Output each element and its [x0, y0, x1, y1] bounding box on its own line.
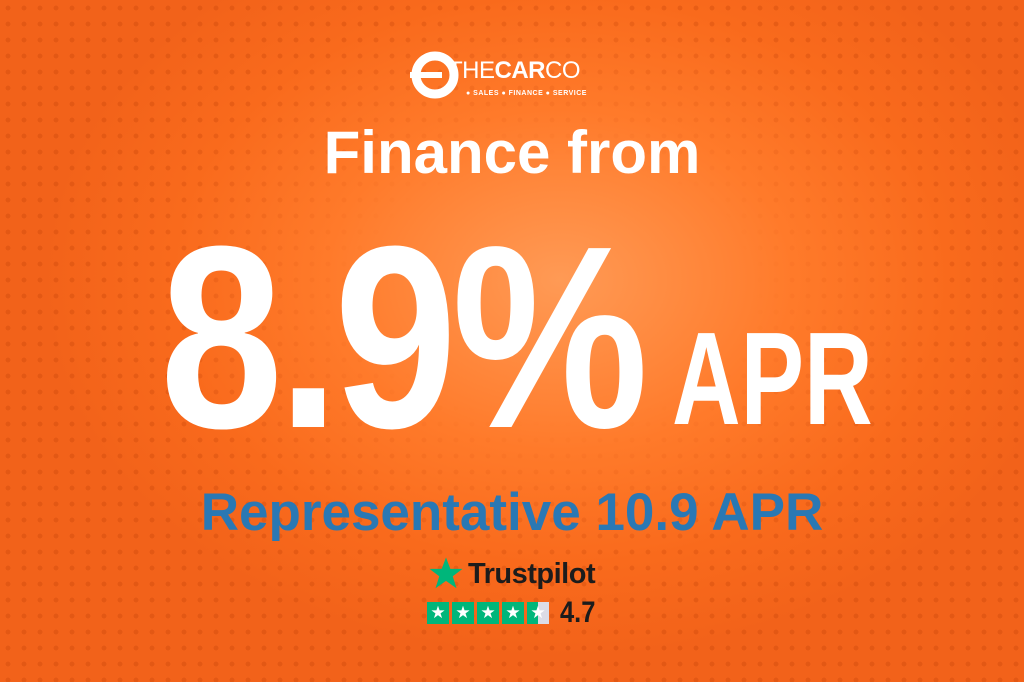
trustpilot-label: Trustpilot [468, 558, 596, 590]
trustpilot-star-icon [429, 557, 463, 589]
star-icon: ★ [452, 602, 474, 624]
headline: Finance from [323, 119, 701, 186]
trustpilot-rating-stars: ★ ★ ★ ★ ★ [427, 602, 549, 624]
thecarco-logo-icon [410, 51, 459, 99]
star-icon: ★ [477, 602, 499, 624]
logo-tagline: ● SALES ● FINANCE ● SERVICE [466, 90, 587, 97]
representative-apr: Representative 10.9 APR [200, 483, 824, 542]
star-icon: ★ [502, 602, 524, 624]
trustpilot-score: 4.7 [560, 596, 596, 629]
apr-suffix: APR [672, 305, 873, 452]
half-star-icon: ★ [527, 602, 549, 624]
star-icon: ★ [427, 602, 449, 624]
apr-rate: 8.9% [160, 193, 648, 483]
logo-wordmark: THECARCO [448, 57, 581, 84]
